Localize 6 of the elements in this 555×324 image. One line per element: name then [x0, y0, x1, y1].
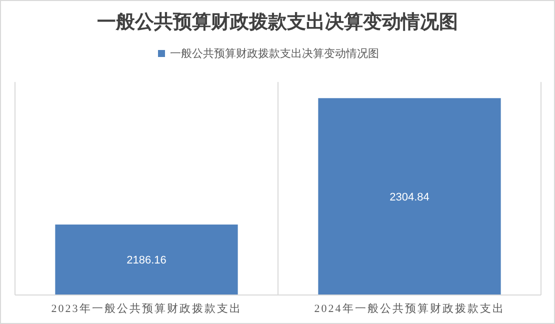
data-label: 2186.16 — [126, 254, 166, 267]
legend-label: 一般公共预算财政拨款支出决算变动情况图 — [170, 47, 379, 60]
x-tick-label: 2023年一般公共预算财政拨款支出 — [51, 302, 242, 315]
chart-title: 一般公共预算财政拨款支出决算变动情况图 — [97, 11, 458, 33]
x-tick-label: 2024年一般公共预算财政拨款支出 — [314, 302, 505, 315]
data-label: 2304.84 — [390, 191, 430, 204]
